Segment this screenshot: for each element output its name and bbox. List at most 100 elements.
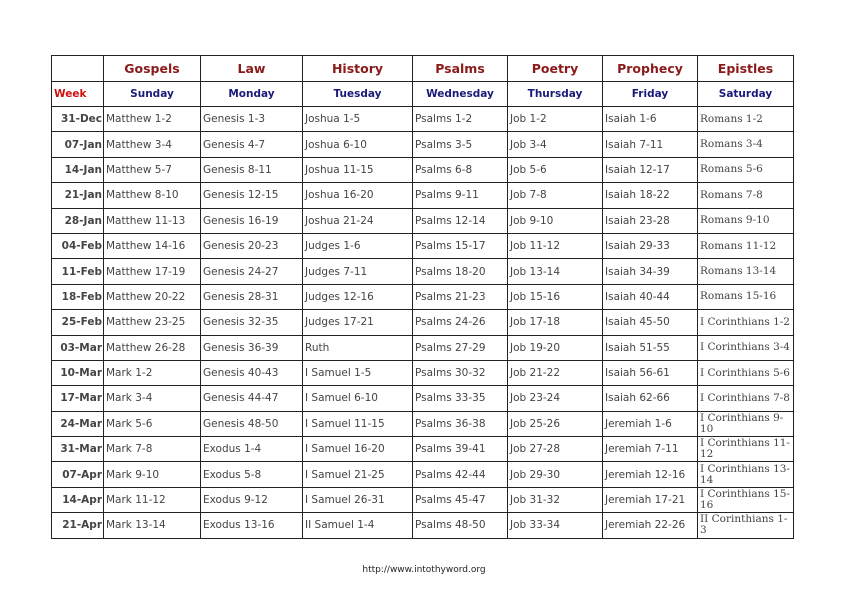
reading-cell: I Corinthians 15-16 bbox=[697, 486, 794, 514]
reading-cell: Joshua 1-5 bbox=[302, 105, 413, 133]
table-row: 07-Apr Mark 9-10 Exodus 5-8 I Samuel 21-25 P… bbox=[51, 461, 794, 488]
reading-cell: I Corinthians 13-14 bbox=[697, 461, 794, 488]
reading-cell: Isaiah 7-11 bbox=[602, 131, 698, 158]
table-row: 10-Mar Mark 1-2 Genesis 40-43 I Samuel 1-5 P… bbox=[51, 359, 794, 387]
reading-cell: Job 27-28 bbox=[507, 436, 603, 463]
reading-cell: I Corinthians 9-10 bbox=[697, 410, 794, 438]
table-row: 17-Mar Mark 3-4 Genesis 44-47 I Samuel 6-10… bbox=[51, 385, 794, 412]
reading-cell: Isaiah 34-39 bbox=[602, 258, 698, 285]
reading-cell: Mark 5-6 bbox=[103, 410, 201, 438]
table-row: 11-Feb Matthew 17-19 Genesis 24-27 Judges 7… bbox=[51, 258, 794, 285]
week-date-cell: 04-Feb bbox=[51, 232, 104, 260]
reading-cell: Job 7-8 bbox=[507, 182, 603, 209]
table-row: 31-Mar Mark 7-8 Exodus 1-4 I Samuel 16-20 Ps… bbox=[51, 436, 794, 463]
reading-cell: I Corinthians 11-12 bbox=[697, 436, 794, 463]
category-psalms: Psalms bbox=[412, 55, 508, 82]
reading-cell: Matthew 3-4 bbox=[103, 131, 201, 158]
reading-cell: Job 19-20 bbox=[507, 334, 603, 361]
reading-cell: Job 11-12 bbox=[507, 232, 603, 260]
reading-cell: Mark 7-8 bbox=[103, 436, 201, 463]
reading-cell: Romans 15-16 bbox=[697, 283, 794, 311]
reading-cell: Genesis 12-15 bbox=[200, 182, 303, 209]
reading-cell: Jeremiah 17-21 bbox=[602, 486, 698, 514]
reading-cell: Job 33-34 bbox=[507, 512, 603, 539]
reading-cell: Judges 1-6 bbox=[302, 232, 413, 260]
day-wednesday: Wednesday bbox=[412, 81, 508, 107]
reading-plan-table: Gospels Law History Psalms Poetry Prophe… bbox=[51, 55, 794, 539]
week-date-cell: 11-Feb bbox=[51, 258, 104, 285]
week-date-cell: 07-Apr bbox=[51, 461, 104, 488]
reading-cell: Romans 7-8 bbox=[697, 182, 794, 209]
reading-cell: Psalms 21-23 bbox=[412, 283, 508, 311]
reading-cell: I Samuel 21-25 bbox=[302, 461, 413, 488]
reading-cell: Isaiah 51-55 bbox=[602, 334, 698, 361]
reading-cell: Job 15-16 bbox=[507, 283, 603, 311]
reading-cell: Psalms 12-14 bbox=[412, 207, 508, 234]
table-row: 14-Apr Mark 11-12 Exodus 9-12 I Samuel 26-3… bbox=[51, 486, 794, 514]
reading-cell: Job 21-22 bbox=[507, 359, 603, 387]
reading-cell: Romans 9-10 bbox=[697, 207, 794, 234]
week-date-cell: 31-Dec bbox=[51, 105, 104, 133]
category-prophecy: Prophecy bbox=[602, 55, 698, 82]
reading-cell: Genesis 36-39 bbox=[200, 334, 303, 361]
reading-cell: Psalms 42-44 bbox=[412, 461, 508, 488]
reading-cell: Psalms 24-26 bbox=[412, 309, 508, 336]
category-history: History bbox=[302, 55, 413, 82]
week-date-cell: 24-Mar bbox=[51, 410, 104, 438]
reading-cell: Psalms 9-11 bbox=[412, 182, 508, 209]
reading-cell: Isaiah 56-61 bbox=[602, 359, 698, 387]
category-law: Law bbox=[200, 55, 303, 82]
reading-cell: Matthew 5-7 bbox=[103, 156, 201, 184]
reading-cell: Genesis 24-27 bbox=[200, 258, 303, 285]
reading-cell: Matthew 11-13 bbox=[103, 207, 201, 234]
week-date-cell: 21-Apr bbox=[51, 512, 104, 539]
reading-cell: I Corinthians 3-4 bbox=[697, 334, 794, 361]
reading-cell: Matthew 23-25 bbox=[103, 309, 201, 336]
day-tuesday: Tuesday bbox=[302, 81, 413, 107]
week-header: Week bbox=[51, 81, 104, 107]
reading-cell: Joshua 21-24 bbox=[302, 207, 413, 234]
reading-cell: Job 1-2 bbox=[507, 105, 603, 133]
reading-cell: Matthew 20-22 bbox=[103, 283, 201, 311]
day-sunday: Sunday bbox=[103, 81, 201, 107]
reading-cell: Job 13-14 bbox=[507, 258, 603, 285]
reading-cell: Romans 13-14 bbox=[697, 258, 794, 285]
reading-cell: Judges 7-11 bbox=[302, 258, 413, 285]
table-row: 04-Feb Matthew 14-16 Genesis 20-23 Judges 1… bbox=[51, 232, 794, 260]
reading-cell: I Corinthians 7-8 bbox=[697, 385, 794, 412]
reading-cell: Exodus 9-12 bbox=[200, 486, 303, 514]
reading-cell: Genesis 20-23 bbox=[200, 232, 303, 260]
reading-cell: Job 29-30 bbox=[507, 461, 603, 488]
category-poetry: Poetry bbox=[507, 55, 603, 82]
reading-cell: Isaiah 45-50 bbox=[602, 309, 698, 336]
category-epistles: Epistles bbox=[697, 55, 794, 82]
day-friday: Friday bbox=[602, 81, 698, 107]
reading-cell: Exodus 1-4 bbox=[200, 436, 303, 463]
reading-cell: Genesis 1-3 bbox=[200, 105, 303, 133]
reading-cell: Genesis 8-11 bbox=[200, 156, 303, 184]
table-row: 03-Mar Matthew 26-28 Genesis 36-39 Ruth Psal… bbox=[51, 334, 794, 361]
category-gospels: Gospels bbox=[103, 55, 201, 82]
table-row: 21-Apr Mark 13-14 Exodus 13-16 II Samuel 1-… bbox=[51, 512, 794, 539]
reading-cell: Romans 11-12 bbox=[697, 232, 794, 260]
reading-cell: Matthew 17-19 bbox=[103, 258, 201, 285]
reading-cell: Ruth bbox=[302, 334, 413, 361]
reading-cell: Genesis 44-47 bbox=[200, 385, 303, 412]
reading-cell: Psalms 30-32 bbox=[412, 359, 508, 387]
reading-cell: II Corinthians 1-3 bbox=[697, 512, 794, 539]
reading-cell: Judges 17-21 bbox=[302, 309, 413, 336]
reading-cell: Matthew 8-10 bbox=[103, 182, 201, 209]
reading-cell: II Samuel 1-4 bbox=[302, 512, 413, 539]
reading-cell: I Samuel 16-20 bbox=[302, 436, 413, 463]
table-row: 28-Jan Matthew 11-13 Genesis 16-19 Joshua 2… bbox=[51, 207, 794, 234]
week-date-cell: 31-Mar bbox=[51, 436, 104, 463]
week-date-cell: 07-Jan bbox=[51, 131, 104, 158]
reading-cell: Genesis 28-31 bbox=[200, 283, 303, 311]
reading-cell: Isaiah 29-33 bbox=[602, 232, 698, 260]
reading-cell: Matthew 26-28 bbox=[103, 334, 201, 361]
reading-cell: Psalms 6-8 bbox=[412, 156, 508, 184]
reading-cell: Psalms 39-41 bbox=[412, 436, 508, 463]
footer-url: http://www.intothyword.org bbox=[362, 565, 486, 575]
reading-cell: Isaiah 12-17 bbox=[602, 156, 698, 184]
reading-cell: Mark 9-10 bbox=[103, 461, 201, 488]
